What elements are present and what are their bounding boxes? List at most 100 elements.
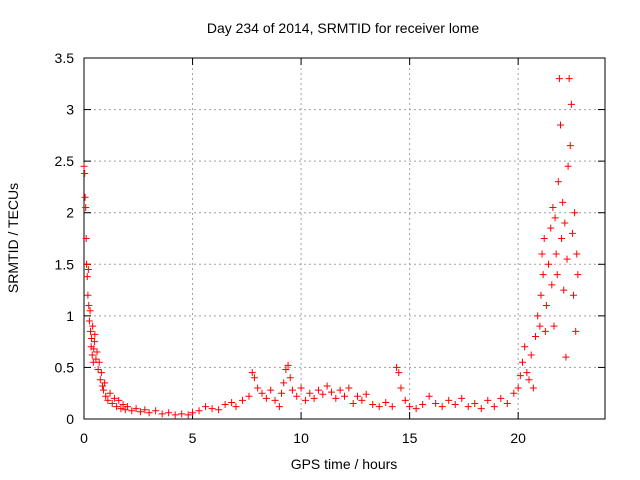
data-point-0-72 — [282, 365, 290, 373]
data-point-0-85 — [332, 394, 340, 402]
data-point-0-88 — [345, 384, 353, 392]
data-point-0-19 — [90, 338, 98, 346]
x-tick-label-0: 0 — [80, 430, 88, 446]
data-point-0-118 — [514, 384, 522, 392]
data-point-0-7 — [84, 291, 92, 299]
data-point-0-149 — [561, 219, 569, 227]
data-point-0-124 — [527, 351, 535, 359]
data-point-0-92 — [362, 390, 370, 398]
data-point-0-4 — [82, 235, 90, 242]
data-point-0-74 — [286, 374, 294, 382]
data-point-0-99 — [397, 384, 405, 392]
grid-lines — [84, 58, 605, 419]
data-point-0-140 — [551, 214, 559, 222]
data-point-0-110 — [464, 403, 472, 411]
data-point-0-112 — [477, 405, 485, 413]
data-point-0-26 — [97, 369, 105, 377]
data-point-0-116 — [503, 400, 511, 408]
data-point-0-126 — [532, 332, 540, 340]
data-point-0-78 — [301, 396, 309, 404]
data-point-0-23 — [94, 365, 102, 373]
data-point-0-117 — [510, 389, 518, 397]
data-point-0-24 — [95, 358, 103, 366]
data-point-0-115 — [497, 394, 505, 402]
y-axis-label: SRMTID / TECUs — [5, 183, 21, 293]
x-tick-label-3: 15 — [402, 430, 418, 446]
data-point-0-56 — [215, 406, 223, 414]
data-point-0-105 — [432, 400, 440, 408]
data-point-0-66 — [262, 394, 270, 402]
x-tick-label-1: 5 — [189, 430, 197, 446]
data-point-0-51 — [184, 411, 192, 419]
data-point-0-108 — [451, 401, 459, 409]
data-point-0-152 — [564, 162, 572, 170]
data-point-0-64 — [254, 384, 262, 392]
data-point-0-40 — [123, 403, 131, 411]
data-point-0-68 — [271, 396, 279, 404]
data-point-0-10 — [85, 317, 93, 325]
data-point-0-75 — [288, 386, 296, 394]
data-point-0-5 — [83, 260, 91, 268]
data-point-0-69 — [275, 403, 283, 411]
data-point-0-125 — [529, 384, 537, 392]
data-point-0-22 — [93, 348, 101, 356]
data-point-0-156 — [568, 229, 576, 237]
data-point-0-111 — [471, 400, 479, 408]
data-point-0-157 — [570, 291, 578, 299]
data-point-0-70 — [278, 389, 286, 397]
data-point-0-21 — [92, 355, 100, 363]
data-point-0-142 — [553, 271, 561, 279]
data-point-0-158 — [571, 209, 579, 217]
data-point-0-16 — [89, 322, 97, 330]
data-point-0-132 — [540, 235, 548, 242]
y-tick-label-3: 1.5 — [55, 256, 75, 272]
data-point-0-154 — [566, 142, 574, 150]
data-point-0-31 — [104, 396, 112, 404]
data-point-0-83 — [323, 382, 331, 390]
data-point-0-87 — [341, 392, 348, 400]
data-point-0-84 — [327, 388, 335, 396]
data-point-0-109 — [458, 394, 466, 402]
data-point-0-82 — [319, 390, 327, 398]
data-point-0-11 — [86, 307, 94, 315]
data-point-0-44 — [141, 406, 149, 414]
data-point-0-101 — [406, 403, 414, 411]
data-point-0-81 — [314, 386, 322, 394]
data-point-0-37 — [117, 405, 125, 413]
data-point-0-76 — [293, 392, 301, 400]
data-point-0-65 — [258, 389, 266, 397]
data-point-0-104 — [425, 392, 433, 400]
data-point-0-45 — [145, 409, 153, 417]
data-point-0-138 — [549, 204, 557, 212]
data-point-0-29 — [101, 379, 109, 387]
data-point-0-147 — [559, 198, 567, 206]
data-point-0-8 — [84, 265, 92, 273]
data-point-0-71 — [280, 379, 288, 387]
x-axis-label: GPS time / hours — [291, 456, 398, 472]
data-point-0-73 — [284, 361, 292, 369]
data-point-0-18 — [90, 345, 98, 353]
data-point-0-146 — [558, 235, 566, 242]
y-tick-label-5: 2.5 — [55, 153, 75, 169]
chart-title: Day 234 of 2014, SRMTID for receiver lom… — [207, 20, 480, 36]
data-point-0-133 — [541, 327, 549, 335]
y-tick-label-4: 2 — [66, 205, 74, 221]
data-point-0-113 — [484, 396, 492, 404]
data-point-0-119 — [516, 372, 524, 380]
data-point-0-134 — [542, 302, 550, 310]
data-point-0-63 — [250, 374, 258, 382]
data-point-0-107 — [445, 396, 453, 404]
data-point-0-43 — [136, 408, 144, 416]
data-point-0-94 — [375, 403, 383, 411]
data-point-0-123 — [525, 376, 533, 384]
data-point-0-89 — [349, 400, 357, 408]
data-point-0-15 — [88, 351, 96, 359]
data-point-0-25 — [96, 376, 104, 384]
y-tick-label-1: 0.5 — [55, 359, 75, 375]
data-point-0-59 — [232, 403, 240, 411]
data-point-0-30 — [102, 392, 110, 400]
data-point-0-98 — [395, 369, 403, 377]
data-point-0-53 — [195, 407, 203, 415]
data-point-0-103 — [419, 401, 427, 409]
